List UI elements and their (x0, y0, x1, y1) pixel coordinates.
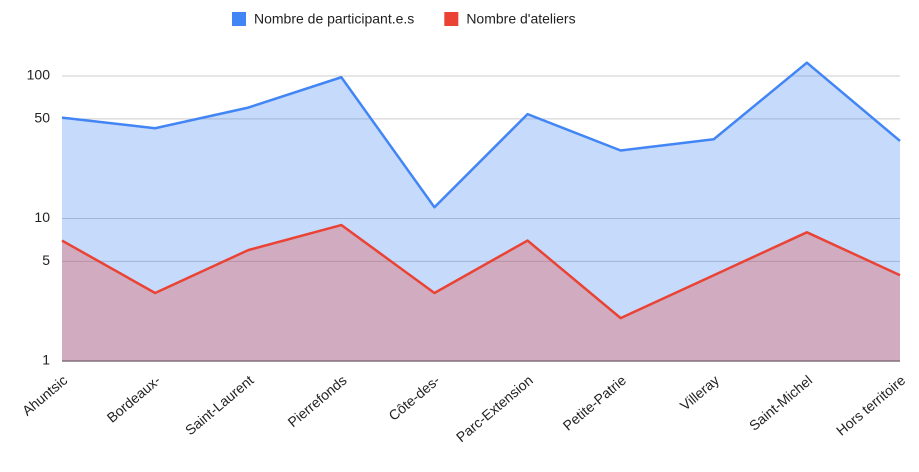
series-line (61, 223, 901, 320)
series-line (61, 61, 901, 209)
x-tick-label: Saint-Michel (746, 372, 815, 434)
area-fill (62, 225, 900, 361)
x-tick-label: Côte-des- (385, 372, 443, 424)
legend-swatch (444, 12, 459, 26)
x-tick-label: Pierrefonds (285, 372, 350, 430)
legend-label: Nombre d'ateliers (466, 11, 575, 27)
x-tick-label: Saint-Laurent (182, 372, 257, 438)
legend-label: Nombre de participant.e.s (254, 11, 414, 27)
x-tick-label: Villeray (677, 372, 722, 414)
x-tick-label: Ahuntsic (19, 372, 70, 419)
x-tick-label: Bordeaux- (104, 372, 164, 426)
y-tick-label: 100 (27, 67, 51, 83)
x-tick-label: Hors territoire (833, 372, 908, 439)
y-tick-label: 50 (34, 110, 50, 126)
y-tick-label: 5 (42, 252, 50, 268)
x-tick-label: Petite-Patrie (560, 372, 629, 434)
y-tick-label: 10 (34, 209, 50, 225)
y-tick-label: 1 (42, 352, 50, 368)
legend: Nombre de participant.e.s Nombre d'atelie… (232, 11, 576, 27)
legend-swatch (232, 12, 246, 26)
x-tick-label: Parc-Extension (453, 372, 536, 445)
